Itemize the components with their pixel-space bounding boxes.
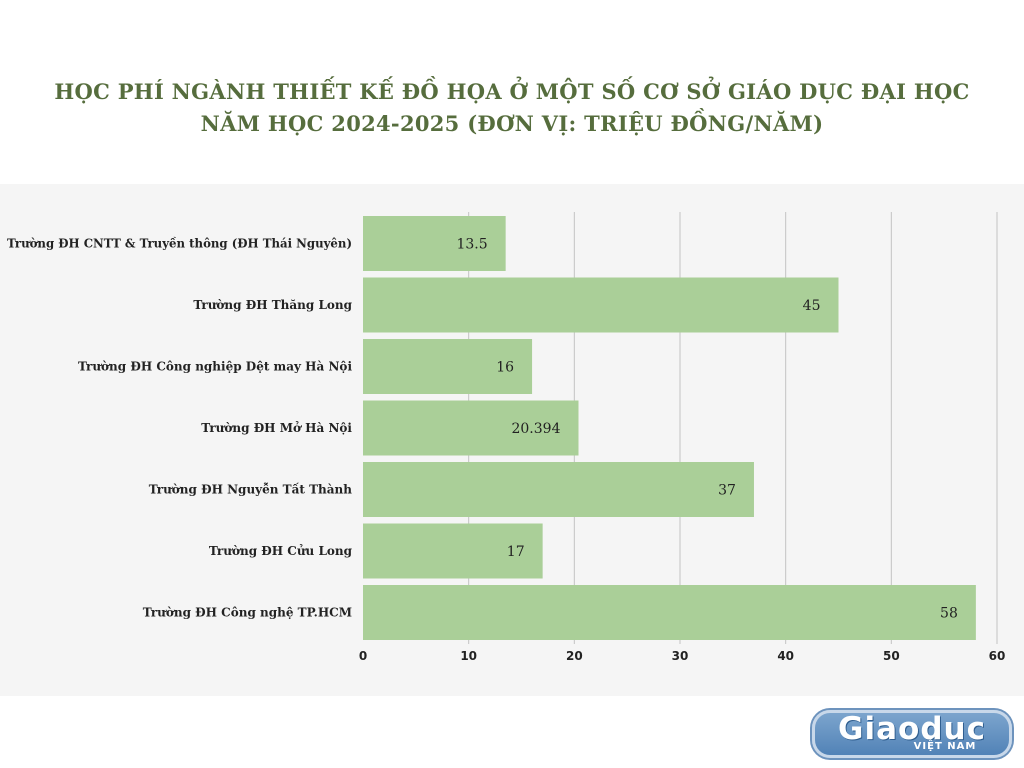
x-tick-label-1: 10 — [460, 649, 477, 663]
chart-title: HỌC PHÍ NGÀNH THIẾT KẾ ĐỒ HỌA Ở MỘT SỐ C… — [0, 76, 1024, 140]
value-label-3: 20.394 — [511, 421, 560, 437]
value-label-1: 45 — [803, 298, 821, 314]
category-label-2: Trường ĐH Công nghiệp Dệt may Hà Nội — [78, 360, 353, 374]
value-label-4: 37 — [718, 483, 736, 499]
bar-0 — [363, 216, 506, 271]
chart-title-line-2: NĂM HỌC 2024-2025 (ĐƠN VỊ: TRIỆU ĐỒNG/NĂ… — [200, 111, 824, 136]
bar-1 — [363, 277, 839, 333]
bar-5 — [363, 523, 543, 579]
bar-chart: 13.5 Trường ĐH CNTT & Truyền thông (ĐH Th… — [7, 212, 1006, 663]
bar-2 — [363, 339, 533, 394]
bar-3 — [363, 400, 579, 456]
giaoduc-logo: Giaoduc VIỆT NAM — [812, 710, 1012, 758]
logo-wordmark: Giaoduc — [838, 711, 986, 747]
x-tick-label-2: 20 — [566, 649, 583, 663]
x-tick-label-5: 50 — [883, 649, 900, 663]
category-label-6: Trường ĐH Công nghệ TP.HCM — [143, 606, 352, 620]
value-label-5: 17 — [507, 544, 525, 560]
logo-subtitle: VIỆT NAM — [913, 741, 977, 752]
bar-4 — [363, 462, 754, 517]
value-label-2: 16 — [496, 360, 514, 376]
value-label-0: 13.5 — [456, 237, 487, 253]
x-tick-label-6: 60 — [989, 649, 1006, 663]
category-label-4: Trường ĐH Nguyễn Tất Thành — [149, 482, 353, 497]
chart-panel: 13.5 Trường ĐH CNTT & Truyền thông (ĐH Th… — [0, 184, 1024, 696]
value-label-6: 58 — [940, 606, 958, 622]
category-label-3: Trường ĐH Mở Hà Nội — [201, 420, 352, 435]
bar-6 — [363, 585, 976, 640]
category-label-5: Trường ĐH Cửu Long — [209, 543, 353, 558]
category-label-1: Trường ĐH Thăng Long — [193, 298, 352, 312]
x-tick-label-0: 0 — [359, 649, 367, 663]
category-label-0: Trường ĐH CNTT & Truyền thông (ĐH Thái N… — [7, 236, 352, 251]
x-tick-label-4: 40 — [777, 649, 794, 663]
chart-title-line-1: HỌC PHÍ NGÀNH THIẾT KẾ ĐỒ HỌA Ở MỘT SỐ C… — [54, 79, 970, 104]
x-tick-label-3: 30 — [672, 649, 689, 663]
